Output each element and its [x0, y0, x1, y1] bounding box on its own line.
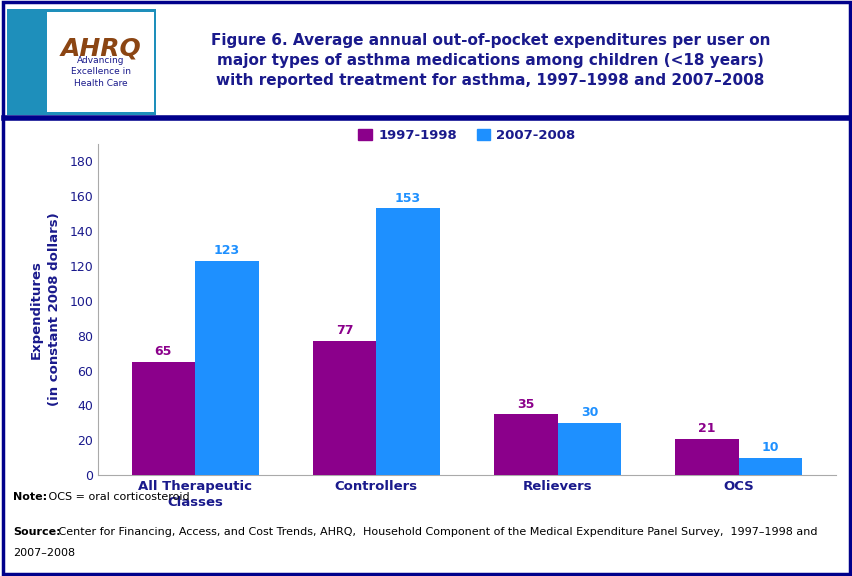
Text: 30: 30	[580, 407, 597, 419]
Text: Advancing
Excellence in
Health Care: Advancing Excellence in Health Care	[71, 56, 130, 88]
Text: Source:: Source:	[13, 527, 60, 537]
Bar	[738, 458, 802, 475]
Text: 65: 65	[154, 346, 172, 358]
Text: 123: 123	[214, 244, 239, 257]
Bar	[313, 341, 376, 475]
Y-axis label: Expenditures
(in constant 2008 dollars): Expenditures (in constant 2008 dollars)	[30, 213, 61, 407]
Bar	[557, 423, 620, 475]
Text: 153: 153	[394, 192, 421, 205]
Bar	[195, 261, 258, 475]
Text: Center for Financing, Access, and Cost Trends, AHRQ,  Household Component of the: Center for Financing, Access, and Cost T…	[55, 527, 817, 537]
Text: 77: 77	[336, 324, 353, 338]
Bar	[675, 438, 738, 475]
Text: 21: 21	[698, 422, 715, 435]
Text: 2007–2008: 2007–2008	[13, 548, 75, 558]
Text: Note:: Note:	[13, 492, 47, 502]
Legend: 1997-1998, 2007-2008: 1997-1998, 2007-2008	[353, 124, 580, 147]
Text: Figure 6. Average annual out-of-pocket expenditures per user on
major types of a: Figure 6. Average annual out-of-pocket e…	[210, 33, 769, 88]
Text: OCS = oral corticosteroid: OCS = oral corticosteroid	[45, 492, 190, 502]
Text: AHRQ: AHRQ	[60, 37, 141, 61]
Bar	[493, 414, 557, 475]
Bar	[131, 362, 195, 475]
Text: 35: 35	[516, 397, 534, 411]
Bar	[376, 209, 440, 475]
Text: 10: 10	[761, 441, 779, 454]
